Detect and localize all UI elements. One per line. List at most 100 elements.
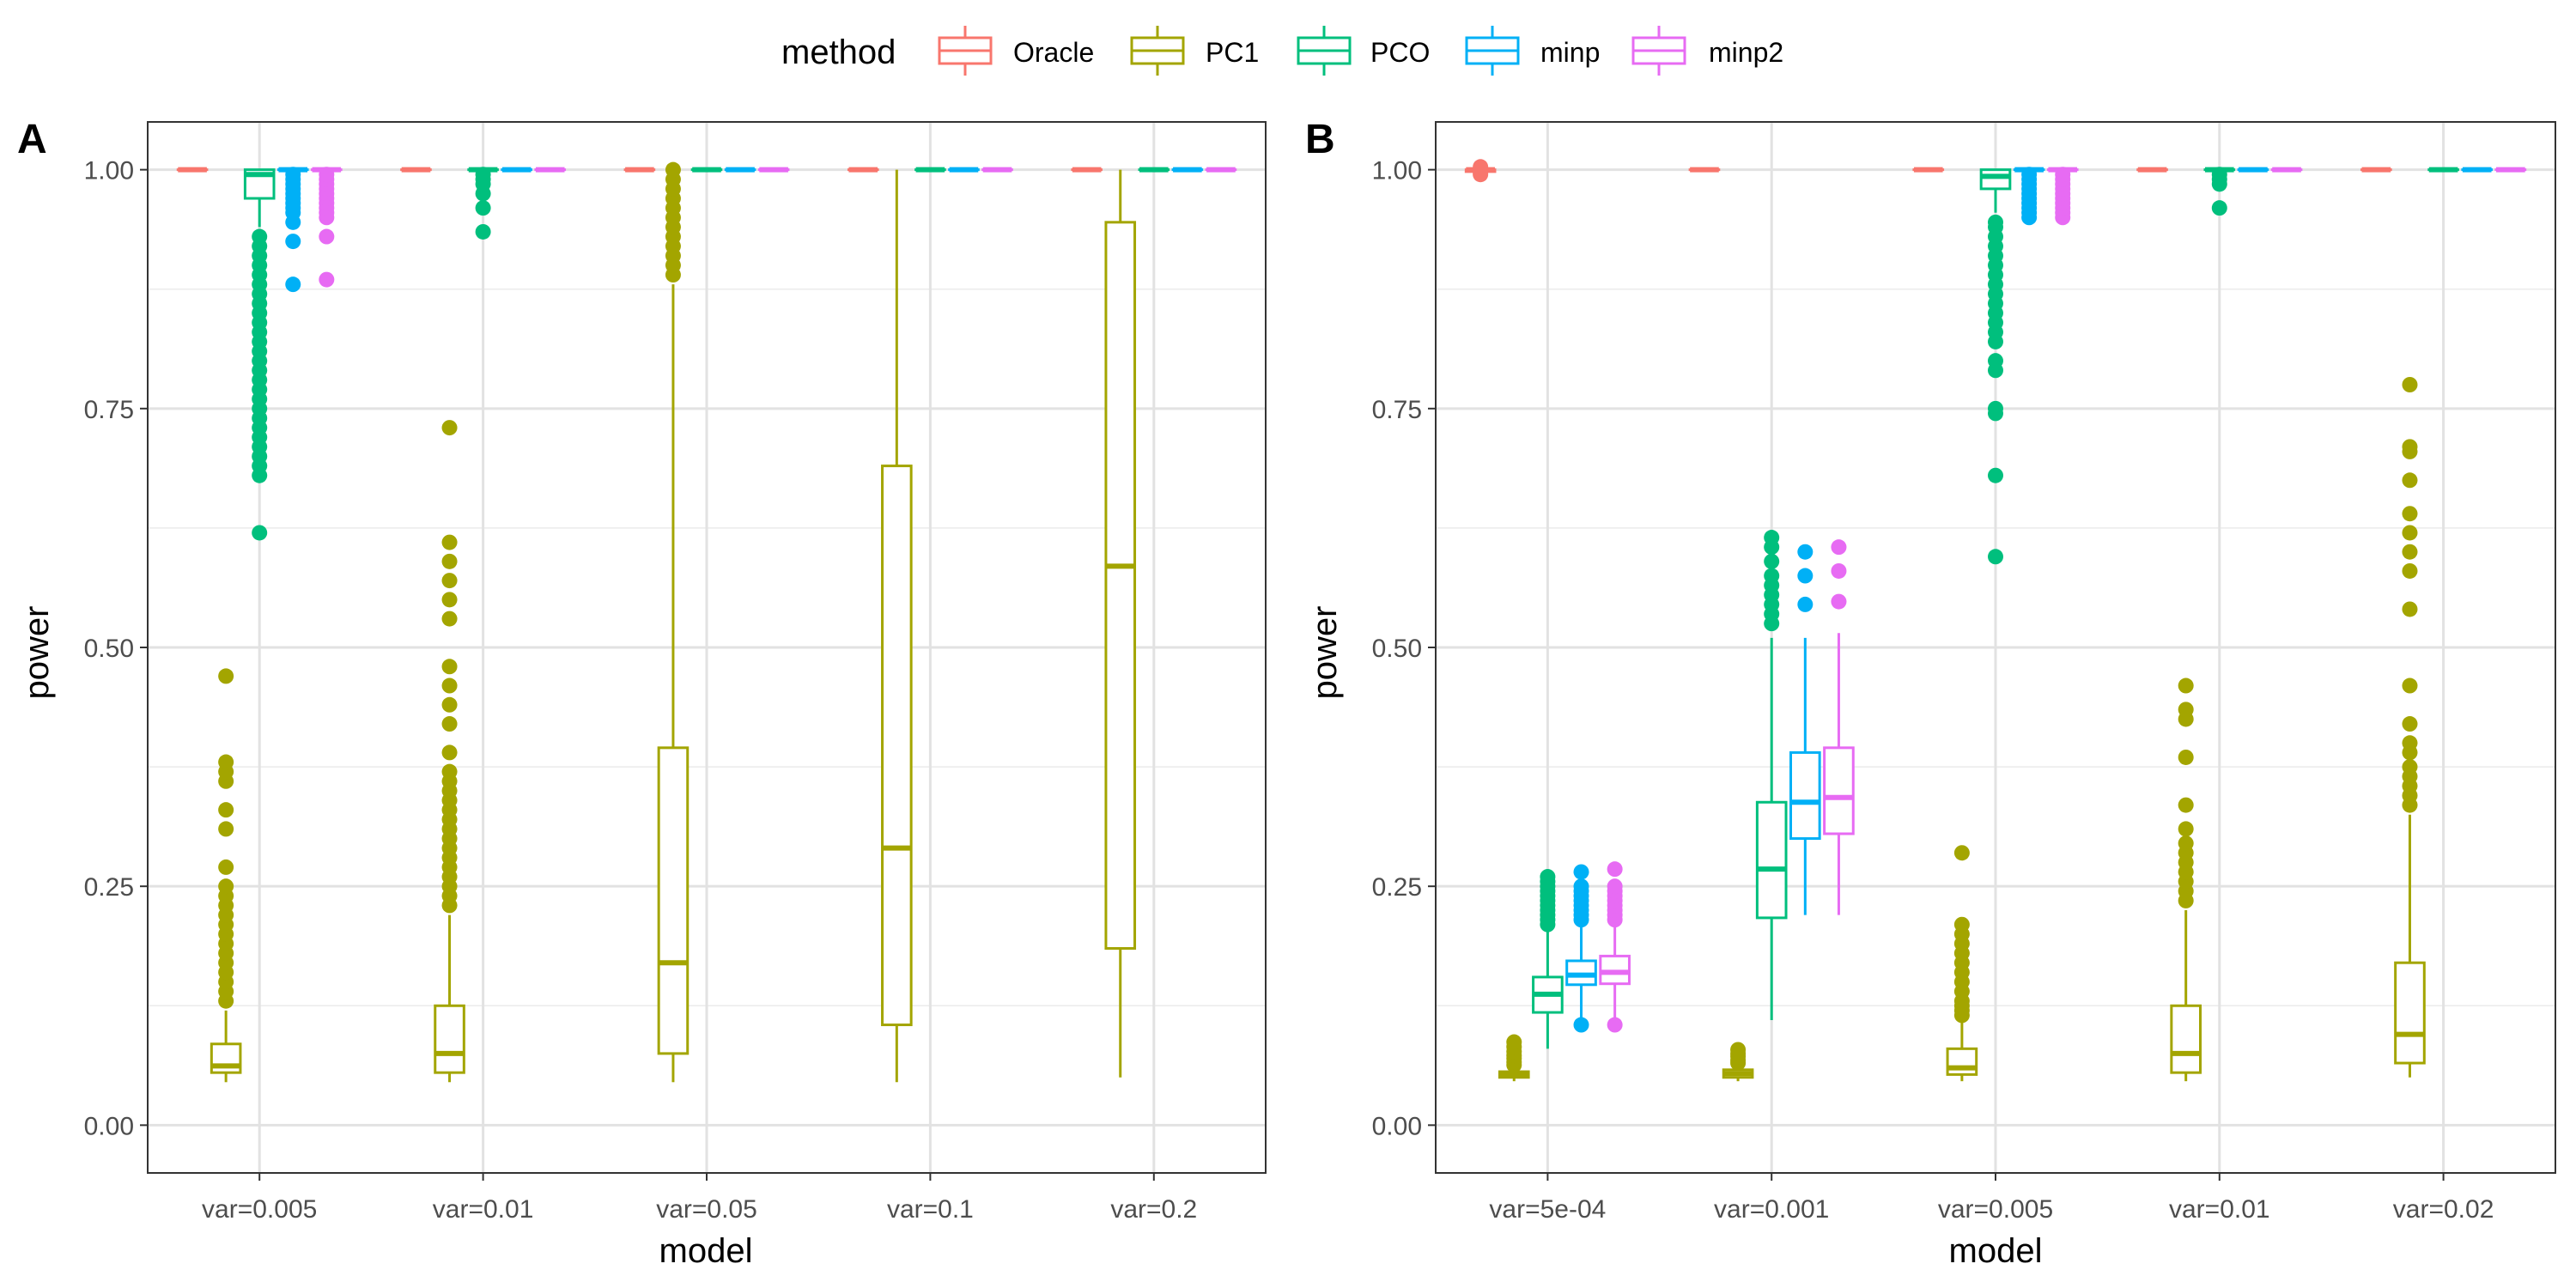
box <box>881 465 913 1027</box>
boxplot <box>243 168 276 541</box>
outlier-point <box>1797 544 1814 560</box>
outlier-point <box>1540 869 1556 885</box>
boxplot <box>1498 1034 1530 1082</box>
outlier-point <box>1607 1017 1623 1033</box>
outlier-point <box>1988 549 2003 565</box>
outlier-point <box>2178 749 2194 765</box>
outlier-point <box>1797 568 1814 584</box>
outlier-point <box>2402 377 2418 392</box>
outlier-point <box>1831 593 1847 610</box>
outlier-point <box>285 167 301 183</box>
outlier-point <box>475 200 491 216</box>
boxplot <box>276 167 309 293</box>
outlier-point <box>2055 167 2071 183</box>
outlier-point <box>2211 167 2227 183</box>
legend-key-pc1 <box>1130 26 1185 76</box>
outlier-point <box>2402 677 2418 694</box>
outlier-point <box>2402 506 2418 522</box>
outlier-point <box>1506 1034 1522 1050</box>
boxplot <box>1532 869 1564 1049</box>
outlier-point <box>1831 539 1847 556</box>
outlier-point <box>665 161 681 178</box>
box <box>2170 1004 2202 1074</box>
outlier-point <box>1730 1042 1747 1058</box>
outlier-point <box>218 821 234 837</box>
outlier-point <box>2178 835 2194 852</box>
outlier-point <box>1797 596 1814 612</box>
outlier-point <box>2402 601 2418 617</box>
outlier-point <box>2021 167 2038 183</box>
outlier-point <box>252 228 268 245</box>
series-pc1 <box>210 161 1137 1083</box>
outlier-point <box>2178 702 2194 718</box>
outlier-point <box>285 234 301 250</box>
outlier-point <box>2402 544 2418 560</box>
y-tick-label: 0.25 <box>84 873 134 902</box>
outlier-point <box>1607 861 1623 878</box>
outlier-point <box>319 167 335 183</box>
y-tick-label: 1.00 <box>1372 157 1422 185</box>
boxplot <box>1946 845 1978 1082</box>
y-tick-label: 1.00 <box>84 157 134 185</box>
legend-key-oracle <box>938 26 993 76</box>
outlier-point <box>1573 864 1589 880</box>
boxplot <box>2013 167 2045 226</box>
outlier-point <box>1573 878 1589 895</box>
legend-title: method <box>781 33 896 71</box>
outlier-point <box>2402 716 2418 732</box>
outlier-point <box>2402 439 2418 455</box>
series-minp2 <box>311 167 1237 288</box>
x-tick-label: var=0.001 <box>1714 1195 1829 1224</box>
legend: method Oracle PC1 PCO minp minp2 <box>781 26 1783 76</box>
box <box>1823 746 1855 835</box>
outlier-point <box>441 696 458 713</box>
y-tick-label: 0.75 <box>1372 396 1422 424</box>
legend-label-minp2: minp2 <box>1709 37 1783 68</box>
outlier-point <box>441 744 458 761</box>
panel-border <box>147 121 1267 1174</box>
boxplot <box>657 161 690 1083</box>
boxplot <box>1789 544 1821 915</box>
boxplot <box>2394 377 2426 1078</box>
outlier-point <box>2178 821 2194 837</box>
outlier-point <box>2402 562 2418 579</box>
outlier-point <box>441 716 458 732</box>
outlier-point <box>2178 797 2194 813</box>
outlier-point <box>1831 562 1847 579</box>
panel-a-label: A <box>17 117 47 162</box>
legend-key-minp <box>1465 26 1520 76</box>
legend-key-minp2 <box>1631 26 1686 76</box>
outlier-point <box>475 167 491 183</box>
x-tick-label: var=0.05 <box>656 1195 757 1224</box>
series-pco <box>243 167 1170 541</box>
boxplot <box>881 169 913 1083</box>
panel-a: A power model 0.00 0.25 0.50 0.75 1.00 var=0.… <box>17 117 1267 1270</box>
panel-b-x-axis-title: model <box>1949 1232 2043 1270</box>
boxplot <box>1599 861 1631 1033</box>
outlier-point <box>218 878 234 895</box>
series-oracle <box>1464 159 2392 183</box>
outlier-point <box>1988 214 2003 230</box>
boxplot <box>2203 167 2236 216</box>
boxplot <box>1823 539 1855 915</box>
panel-b-label: B <box>1305 117 1335 162</box>
outlier-point <box>2402 735 2418 751</box>
y-tick-label: 0.00 <box>84 1112 134 1140</box>
outlier-point <box>319 271 335 288</box>
boxplot <box>210 668 242 1083</box>
box <box>1104 221 1137 951</box>
boxplot <box>311 167 343 288</box>
boxplot <box>2170 677 2202 1082</box>
outlier-point <box>2402 525 2418 541</box>
series-minp <box>1565 167 2494 1033</box>
outlier-point <box>441 677 458 694</box>
outlier-point <box>441 611 458 627</box>
outlier-point <box>441 592 458 608</box>
boxplot <box>2046 167 2079 226</box>
box <box>1979 168 2012 191</box>
x-tick-label: var=0.1 <box>887 1195 974 1224</box>
panel-a-x-axis-title: model <box>659 1232 753 1270</box>
series-minp <box>276 167 1204 293</box>
x-tick-label: var=0.01 <box>433 1195 534 1224</box>
